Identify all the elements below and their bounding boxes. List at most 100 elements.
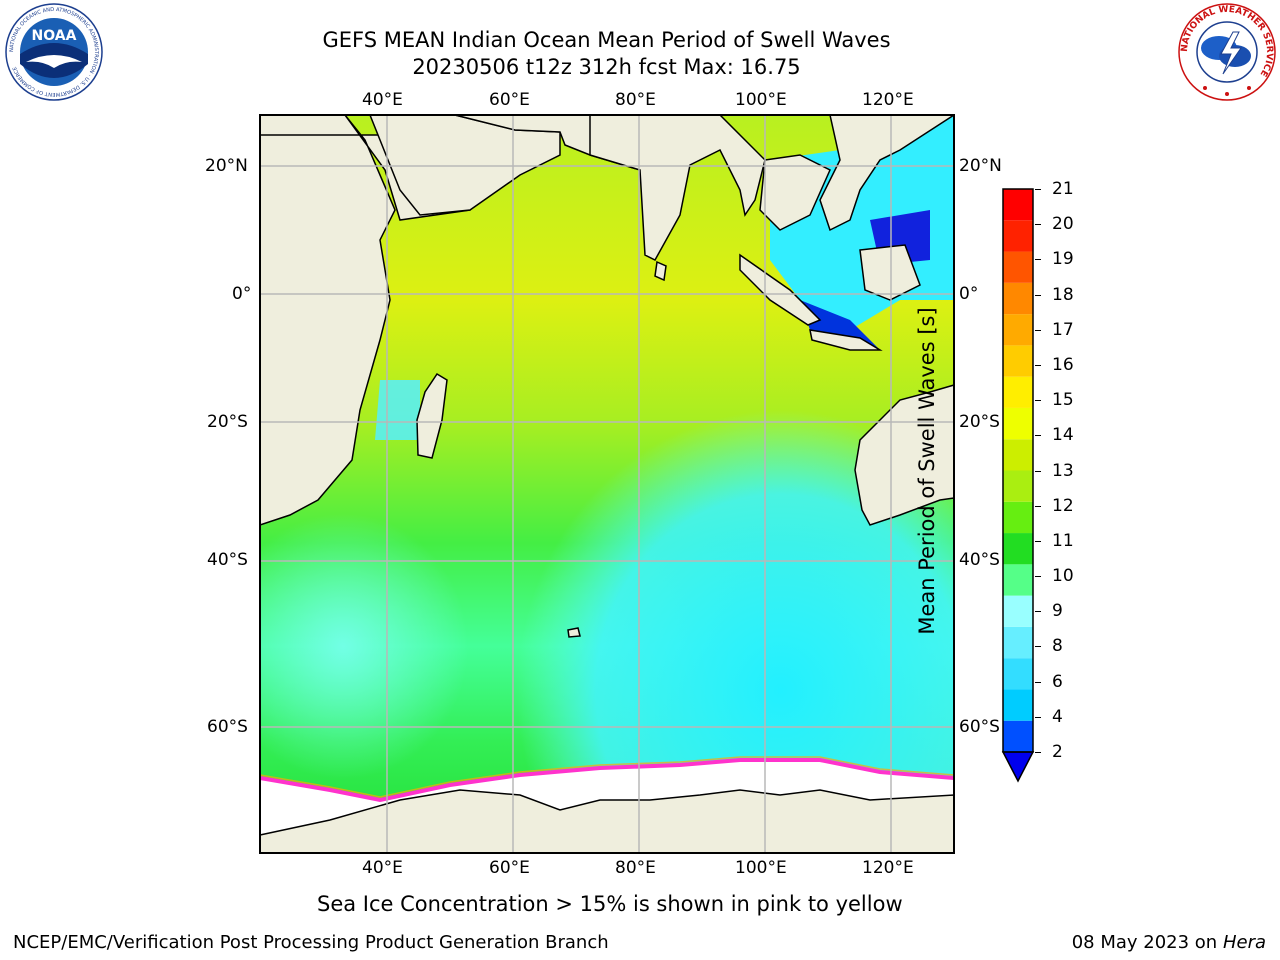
colorbar-tick-label: 16 <box>1052 354 1074 375</box>
colorbar-segment <box>1003 189 1033 221</box>
colorbar-tick-mark <box>1035 611 1041 613</box>
colorbar-tick-label: 17 <box>1052 319 1074 340</box>
right-lat-label-20s: 20°S <box>959 412 1000 432</box>
bottom-lon-label-100e: 100°E <box>735 858 787 878</box>
colorbar-tick-label: 15 <box>1052 390 1074 411</box>
colorbar-tick-mark <box>1035 224 1041 226</box>
colorbar-segment <box>1003 501 1033 534</box>
colorbar-segment <box>1003 658 1033 690</box>
sri-lanka-island <box>654 260 667 282</box>
colorbar-tick-mark <box>1035 470 1041 472</box>
colorbar-segment <box>1003 407 1033 440</box>
top-lon-label-100e: 100°E <box>735 90 787 110</box>
footer-machine: Hera <box>1222 932 1266 953</box>
colorbar-tick-mark <box>1035 189 1041 190</box>
colorbar-segment <box>1003 314 1033 346</box>
colorbar-tick-mark <box>1035 752 1041 753</box>
footer-credit: NCEP/EMC/Verification Post Processing Pr… <box>13 932 609 953</box>
nws-logo: NATIONAL WEATHER SERVICE <box>1178 3 1276 101</box>
colorbar-tick-mark <box>1035 329 1041 331</box>
left-lat-label-60s: 60°S <box>207 717 248 737</box>
right-lat-label-20n: 20°N <box>959 156 1002 176</box>
colorbar-tick-label: 21 <box>1052 179 1074 199</box>
bottom-lon-label-60e: 60°E <box>489 858 530 878</box>
colorbar-tick-mark <box>1035 505 1041 507</box>
sea-ice-edge-yellow <box>259 756 955 798</box>
colorbar-tick-mark <box>1035 646 1041 648</box>
colorbar-segment <box>1003 282 1033 315</box>
colorbar-tick-label: 2 <box>1052 742 1063 762</box>
colorbar <box>1001 188 1035 783</box>
colorbar-segment <box>1003 220 1033 252</box>
right-lat-label-40s: 40°S <box>959 550 1000 570</box>
left-lat-label-0: 0° <box>232 284 252 304</box>
mozambique-channel-region <box>375 380 420 440</box>
colorbar-tick-label: 11 <box>1052 530 1074 551</box>
colorbar-segment <box>1003 720 1033 752</box>
bottom-lon-label-40e: 40°E <box>362 858 403 878</box>
svg-text:NOAA: NOAA <box>32 28 77 44</box>
left-lat-label-40s: 40°S <box>207 550 248 570</box>
map-panel <box>259 114 955 854</box>
colorbar-tick-label: 19 <box>1052 249 1074 270</box>
indochina-landmass <box>759 114 955 232</box>
footer-date: 08 May 2023 on Hera <box>1072 932 1266 954</box>
colorbar-tick-label: 20 <box>1052 214 1074 235</box>
chart-subtitle: 20230506 t12z 312h fcst Max: 16.75 <box>412 55 801 79</box>
map-frame <box>259 114 955 854</box>
colorbar-tick-label: 8 <box>1052 636 1063 657</box>
colorbar-tick-mark <box>1035 435 1041 437</box>
borneo-island <box>859 244 921 301</box>
right-lat-label-0: 0° <box>959 284 979 304</box>
colorbar-tick-mark <box>1035 716 1041 718</box>
colorbar-tick-label: 14 <box>1052 425 1074 446</box>
colorbar-tick-mark <box>1035 400 1041 402</box>
colorbar-tick-label: 6 <box>1052 671 1063 692</box>
madagascar-island <box>416 372 448 459</box>
bottom-lon-label-80e: 80°E <box>615 858 656 878</box>
sumatra-island <box>739 253 822 326</box>
colorbar-segment <box>1003 564 1033 596</box>
colorbar-label: Mean Period of Swell Waves [s] <box>915 307 939 635</box>
bottom-lon-label-120e: 120°E <box>862 858 914 878</box>
indian-subcontinent <box>589 114 766 261</box>
colorbar-tick-mark <box>1035 259 1041 261</box>
colorbar-tick-label: 10 <box>1052 566 1074 587</box>
colorbar-segment <box>1003 251 1033 283</box>
colorbar-segment <box>1003 626 1033 659</box>
top-lon-label-60e: 60°E <box>489 90 530 110</box>
colorbar-tick-mark <box>1035 294 1041 296</box>
right-lat-label-60s: 60°S <box>959 717 1000 737</box>
colorbar-extend-min <box>1001 751 1035 783</box>
colorbar-tick-mark <box>1035 576 1041 578</box>
graticule <box>260 115 954 853</box>
colorbar-segment <box>1003 533 1033 565</box>
top-lon-label-120e: 120°E <box>862 90 914 110</box>
sea-ice-note: Sea Ice Concentration > 15% is shown in … <box>317 892 903 916</box>
colorbar-segment <box>1003 376 1033 408</box>
colorbar-segment <box>1003 345 1033 377</box>
colorbar-tick-label: 13 <box>1052 460 1074 481</box>
top-lon-label-80e: 80°E <box>615 90 656 110</box>
colorbar-segment <box>1003 595 1033 627</box>
footer-date-text: 08 May 2023 on <box>1071 932 1218 953</box>
colorbar-tick-mark <box>1035 364 1041 366</box>
colorbar-tick-mark <box>1035 540 1041 542</box>
left-lat-label-20n: 20°N <box>205 156 248 176</box>
colorbar-segment <box>1003 689 1033 721</box>
sea-ice-edge <box>259 758 955 803</box>
colorbar-tick-label: 18 <box>1052 284 1074 305</box>
colorbar-tick-label: 12 <box>1052 495 1074 516</box>
left-lat-label-20s: 20°S <box>207 412 248 432</box>
kerguelen-island <box>567 627 581 638</box>
chart-title: GEFS MEAN Indian Ocean Mean Period of Sw… <box>322 28 891 52</box>
colorbar-tick-label: 4 <box>1052 706 1063 727</box>
top-lon-label-40e: 40°E <box>362 90 403 110</box>
colorbar-segment <box>1003 470 1033 502</box>
colorbar-tick-label: 9 <box>1052 601 1063 622</box>
colorbar-tick-mark <box>1035 681 1041 683</box>
noaa-logo: NATIONAL OCEANIC AND ATMOSPHERIC ADMINIS… <box>5 3 103 101</box>
australia-landmass <box>854 384 955 526</box>
colorbar-segment <box>1003 439 1033 471</box>
java-island <box>809 329 883 351</box>
